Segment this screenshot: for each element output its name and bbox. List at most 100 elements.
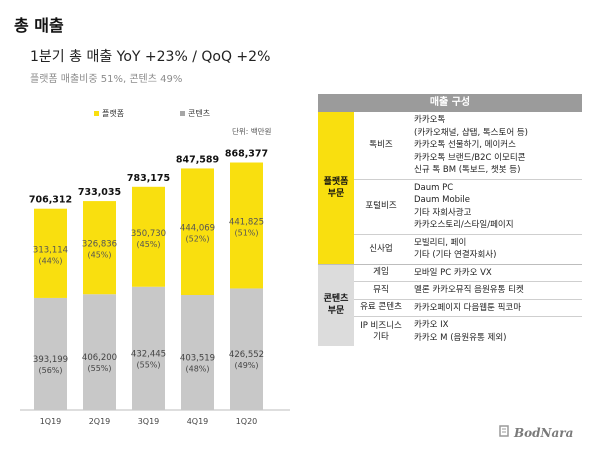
- watermark-logo: BodNara: [514, 426, 574, 440]
- x-tick-label-3Q19: 3Q19: [138, 417, 160, 426]
- group-item: 멜론 카카오뮤직 음원유통 티켓: [414, 285, 524, 295]
- group-name: 게임: [373, 267, 389, 278]
- content-share-label-1Q20: (49%): [234, 361, 258, 370]
- content-value-label-2Q19: 406,200: [82, 353, 117, 363]
- group-item: (카카오채널, 샵탭, 톡스토어 등): [414, 127, 528, 138]
- group-item: 카카오 M (음원유통 제외): [414, 332, 507, 343]
- group-item: 카카오 IX: [414, 320, 449, 330]
- bar-content-4Q19: [181, 294, 214, 410]
- bar-content-1Q20: [230, 288, 263, 410]
- x-tick-label-1Q20: 1Q20: [236, 417, 258, 426]
- bar-content-1Q19: [34, 297, 67, 410]
- total-label-2Q19: 733,035: [78, 187, 121, 198]
- subline: 플랫폼 매출비중 51%, 콘텐츠 49%: [30, 74, 183, 85]
- group-name: 유료 콘텐츠: [360, 302, 402, 313]
- group-item: 카카오스토리/스타일/페이지: [414, 220, 514, 230]
- bar-platform-4Q19: [181, 168, 214, 295]
- platform-value-label-3Q19: 350,730: [131, 229, 166, 239]
- bar-platform-3Q19: [132, 186, 165, 287]
- logo-mark-icon: [499, 425, 509, 437]
- group-name: IP 비즈니스 기타: [360, 320, 402, 342]
- group-item: 카카오페이지 다음웹툰 픽코마: [414, 302, 522, 313]
- content-share-label-1Q19: (56%): [38, 366, 62, 375]
- group-item: 카카오톡 브랜드/B2C 이모티콘: [414, 152, 526, 163]
- platform-value-label-2Q19: 326,836: [82, 240, 117, 250]
- platform-share-label-2Q19: (45%): [87, 251, 111, 260]
- group-name: 신사업: [369, 243, 393, 254]
- groups-platform: 톡비즈 카카오톡 (카카오채널, 샵탭, 톡스토어 등) 카카오톡 선물하기, 메이커…: [354, 112, 582, 264]
- category-content: 콘텐츠 부문: [318, 264, 354, 346]
- headline: 1분기 총 매출 YoY +23% / QoQ +2%: [30, 49, 271, 65]
- group-items: 모바일 PC 카카오 VX: [408, 265, 582, 282]
- content-value-label-3Q19: 432,445: [131, 349, 166, 359]
- table-header: 매출 구성: [318, 94, 582, 112]
- content-share-label-3Q19: (55%): [136, 360, 160, 369]
- x-tick-label-2Q19: 2Q19: [89, 417, 111, 426]
- content-share-label-4Q19: (48%): [185, 364, 209, 373]
- group-name: 톡비즈: [369, 139, 393, 150]
- legend-swatch-content: [180, 111, 185, 116]
- group-item: 기타 (기타 연결자회사): [414, 250, 497, 260]
- bar-platform-2Q19: [83, 201, 116, 295]
- groups-content: 게임 모바일 PC 카카오 VX 뮤직 멜론 카카오뮤직 음원유통 티켓 유료 콘텐츠 카…: [354, 265, 582, 347]
- content-share-label-2Q19: (55%): [87, 364, 111, 373]
- legend-swatch-platform: [94, 111, 99, 116]
- legend-item-platform: 플랫폼: [94, 108, 124, 119]
- group-item: 카카오톡: [414, 115, 446, 125]
- group-item: 모바일 PC 카카오 VX: [414, 267, 492, 278]
- platform-share-label-3Q19: (45%): [136, 240, 160, 249]
- platform-share-label-1Q19: (44%): [38, 256, 62, 265]
- revenue-composition-table: 매출 구성 플랫폼 부문 톡비즈 카카오톡 (카카오채널, 샵탭, 톡스토어 등) 카카…: [318, 94, 582, 346]
- section-platform: 플랫폼 부문 톡비즈 카카오톡 (카카오채널, 샵탭, 톡스토어 등) 카카오톡 선물하…: [318, 112, 582, 264]
- group-row: 톡비즈 카카오톡 (카카오채널, 샵탭, 톡스토어 등) 카카오톡 선물하기, 메이커…: [354, 112, 582, 180]
- content-value-label-4Q19: 403,519: [180, 353, 215, 363]
- group-row: IP 비즈니스 기타 카카오 IX 카카오 M (음원유통 제외): [354, 317, 582, 346]
- group-item: 카카오톡 선물하기, 메이커스: [414, 140, 516, 150]
- group-row: 게임 모바일 PC 카카오 VX: [354, 265, 582, 282]
- legend-item-content: 콘텐츠: [180, 108, 210, 119]
- group-row: 유료 콘텐츠 카카오페이지 다음웹툰 픽코마: [354, 300, 582, 317]
- section-divider: [318, 263, 582, 265]
- total-label-1Q19: 706,312: [29, 195, 72, 206]
- legend-label-content: 콘텐츠: [188, 109, 211, 118]
- group-name: 뮤직: [373, 284, 389, 295]
- group-item: 기타 자회사광고: [414, 207, 472, 218]
- platform-share-label-1Q20: (51%): [234, 228, 258, 237]
- x-tick-label-4Q19: 4Q19: [187, 417, 209, 426]
- revenue-stacked-bar-chart: 706,312 313,114(44%) 393,199(56%) 1Q19 733,0…: [20, 149, 290, 426]
- platform-value-label-1Q19: 313,114: [33, 245, 68, 255]
- group-items: 카카오 IX 카카오 M (음원유통 제외): [408, 317, 582, 346]
- bar-platform-1Q19: [34, 208, 67, 298]
- group-items: 멜론 카카오뮤직 음원유통 티켓: [408, 282, 582, 299]
- platform-share-label-4Q19: (52%): [185, 235, 209, 244]
- total-label-1Q20: 868,377: [225, 149, 268, 160]
- bar-platform-1Q20: [230, 162, 263, 289]
- group-item: 모빌리티, 페이: [414, 237, 467, 248]
- group-row: 뮤직 멜론 카카오뮤직 음원유통 티켓: [354, 282, 582, 300]
- group-name: 포털비즈: [365, 201, 397, 211]
- total-label-3Q19: 783,175: [127, 173, 170, 184]
- total-label-4Q19: 847,589: [176, 154, 219, 165]
- x-tick-label-1Q19: 1Q19: [40, 417, 62, 426]
- platform-value-label-1Q20: 441,825: [229, 217, 264, 227]
- unit-label: 단위: 백만원: [232, 127, 272, 136]
- group-items: 카카오페이지 다음웹툰 픽코마: [408, 300, 582, 317]
- content-value-label-1Q20: 426,552: [229, 350, 264, 360]
- platform-value-label-4Q19: 444,069: [180, 224, 215, 234]
- table-body: 플랫폼 부문 톡비즈 카카오톡 (카카오채널, 샵탭, 톡스토어 등) 카카오톡 선물하…: [318, 112, 582, 346]
- group-item: Daum PC: [414, 182, 454, 193]
- page-title: 총 매출: [14, 16, 64, 35]
- group-item: 신규 톡 BM (톡보드, 챗봇 등): [414, 165, 521, 175]
- content-value-label-1Q19: 393,199: [33, 355, 68, 365]
- legend-label-platform: 플랫폼: [102, 109, 125, 118]
- group-item: Daum Mobile: [414, 195, 471, 205]
- bar-content-3Q19: [132, 286, 165, 410]
- category-platform: 플랫폼 부문: [318, 112, 354, 264]
- bar-content-2Q19: [83, 294, 116, 410]
